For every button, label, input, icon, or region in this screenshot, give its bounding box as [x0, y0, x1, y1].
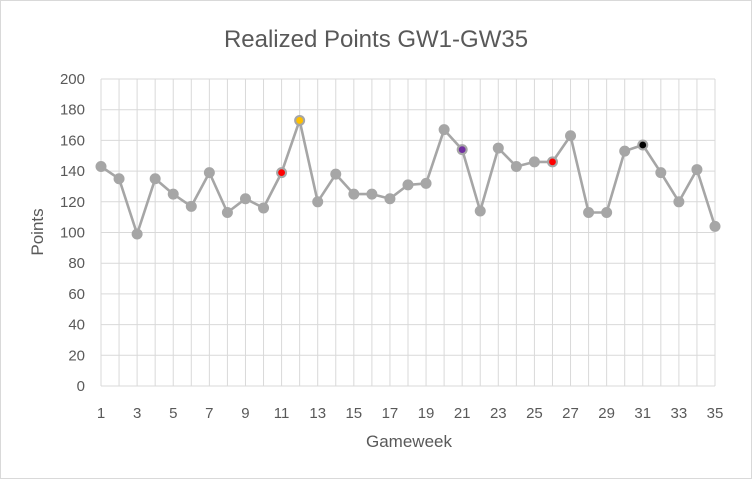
highlighted-point	[637, 140, 648, 151]
data-point	[438, 124, 450, 136]
x-tick-label: 13	[309, 405, 326, 422]
x-tick-label: 23	[490, 405, 507, 422]
y-tick-label: 100	[60, 225, 85, 242]
x-tick-label: 3	[133, 405, 141, 422]
data-point	[239, 193, 251, 205]
highlighted-point	[457, 144, 468, 155]
y-tick-label: 60	[68, 286, 85, 303]
x-tick-label: 11	[274, 405, 290, 422]
data-point	[673, 196, 685, 208]
x-tick-label: 9	[241, 405, 249, 422]
data-point	[528, 156, 540, 168]
y-tick-label: 40	[68, 317, 85, 334]
x-tick-label: 15	[345, 405, 362, 422]
data-point	[492, 142, 504, 154]
x-axis-ticks: 1 3 5 7 9 11 13 15 17 19 21 23 25 27 29 31 33 35	[97, 405, 724, 422]
x-tick-label: 7	[205, 405, 213, 422]
data-point	[601, 207, 613, 219]
y-tick-label: 0	[77, 378, 85, 395]
data-point	[474, 205, 486, 217]
data-point	[258, 202, 270, 214]
x-tick-label: 21	[454, 405, 471, 422]
y-tick-label: 120	[60, 194, 85, 211]
highlighted-point	[276, 167, 287, 178]
x-tick-label: 17	[382, 405, 399, 422]
data-point	[131, 228, 143, 240]
gridlines	[100, 78, 716, 387]
y-tick-label: 160	[60, 132, 85, 149]
data-point	[583, 207, 595, 219]
data-point	[402, 179, 414, 191]
y-tick-label: 20	[68, 347, 85, 364]
y-axis-ticks: 0 20 40 60 80 100 120 140 160 180 200	[60, 71, 85, 395]
data-point	[691, 164, 703, 176]
data-point	[655, 167, 667, 179]
data-point	[312, 196, 324, 208]
chart-title: Realized Points GW1-GW35	[224, 26, 528, 53]
data-point	[384, 193, 396, 205]
x-tick-label: 5	[169, 405, 177, 422]
data-point	[565, 130, 577, 142]
data-point	[149, 173, 161, 185]
data-point	[203, 167, 215, 179]
data-point	[420, 177, 432, 189]
data-point	[366, 188, 378, 200]
data-point	[619, 145, 631, 157]
highlighted-point	[547, 156, 558, 167]
x-tick-label: 35	[707, 405, 724, 422]
x-tick-label: 19	[418, 405, 435, 422]
x-axis-label: Gameweek	[366, 432, 452, 451]
data-point	[709, 220, 721, 232]
data-point	[510, 160, 522, 172]
y-tick-label: 80	[68, 255, 85, 272]
data-points	[95, 114, 721, 240]
x-tick-label: 33	[671, 405, 688, 422]
data-point	[167, 188, 179, 200]
x-tick-label: 1	[97, 405, 105, 422]
y-tick-label: 200	[60, 71, 85, 88]
y-tick-label: 140	[60, 163, 85, 180]
x-tick-label: 25	[526, 405, 543, 422]
x-tick-label: 29	[598, 405, 615, 422]
highlighted-point	[294, 115, 305, 126]
data-point	[221, 207, 233, 219]
y-axis-label: Points	[28, 208, 47, 255]
data-point	[348, 188, 360, 200]
y-tick-label: 180	[60, 102, 85, 119]
x-tick-label: 31	[634, 405, 651, 422]
x-tick-label: 27	[562, 405, 579, 422]
data-point	[185, 200, 197, 212]
data-point	[95, 160, 107, 172]
data-point	[330, 168, 342, 180]
data-point	[113, 173, 125, 185]
